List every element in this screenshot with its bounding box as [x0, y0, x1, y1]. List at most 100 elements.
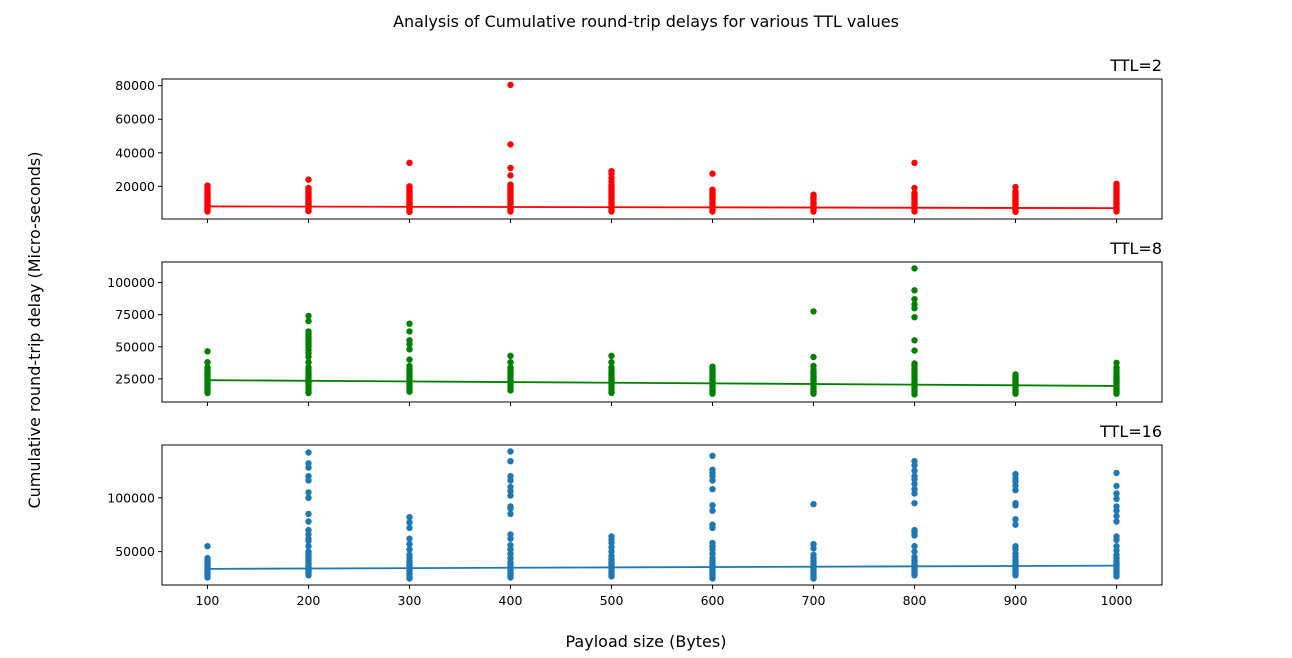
trend-line [207, 379, 1117, 387]
data-point [305, 526, 312, 534]
x-tick-label: 500 [600, 593, 624, 608]
x-tick-label: 300 [398, 593, 422, 608]
data-point [204, 359, 211, 366]
subplot-1: TTL=2 20000 40000 60000 80000 [115, 56, 1163, 223]
axes-frame [161, 261, 1163, 403]
data-point [507, 164, 514, 172]
data-point [507, 542, 514, 549]
data-point [810, 501, 817, 508]
data-point [709, 502, 716, 509]
data-point [1012, 183, 1019, 191]
data-point [1012, 500, 1019, 507]
data-point [204, 348, 211, 355]
subplot-title: TTL=2 [1109, 56, 1162, 75]
data-point [1113, 180, 1120, 187]
data-point [911, 296, 918, 303]
data-point [305, 543, 312, 550]
data-point [305, 518, 312, 525]
data-point [406, 514, 413, 521]
data-point [911, 301, 918, 308]
y-axis-label: Cumulative round-trip delay (Micro-secon… [25, 152, 44, 509]
data-point [911, 337, 918, 344]
x-tick-label: 900 [1004, 593, 1028, 608]
data-point [608, 364, 615, 371]
data-point [1113, 469, 1120, 477]
data-point [608, 168, 615, 175]
data-point [1113, 512, 1120, 520]
subplot-title: TTL=8 [1109, 239, 1162, 258]
data-point [810, 540, 817, 548]
data-point [204, 364, 211, 371]
data-point [911, 467, 918, 474]
data-point [810, 353, 817, 361]
x-tick-label: 200 [297, 593, 321, 608]
trend-line [207, 205, 1117, 210]
data-point [305, 449, 312, 456]
data-point [1012, 543, 1019, 550]
data-point [911, 265, 918, 272]
data-point [305, 460, 312, 467]
data-point [1113, 482, 1120, 490]
y-tick-label: 80000 [115, 78, 155, 93]
data-point [1012, 521, 1019, 528]
data-point [709, 521, 716, 528]
data-point [406, 320, 413, 327]
data-point [507, 172, 514, 179]
data-point [507, 483, 514, 491]
data-point [305, 317, 312, 325]
data-point [608, 359, 615, 366]
data-point [305, 473, 312, 480]
subplot-2: TTL=8 25000 50000 75000 100000 [107, 239, 1163, 406]
data-point [1012, 516, 1019, 523]
data-point [709, 486, 716, 493]
data-point [204, 182, 211, 189]
data-point [305, 510, 312, 518]
data-point [406, 535, 413, 542]
data-point [204, 554, 211, 562]
data-point [305, 328, 312, 335]
data-point [1012, 371, 1019, 378]
data-point [810, 362, 817, 370]
data-point [911, 189, 918, 197]
data-point [507, 352, 514, 359]
data-point [911, 314, 918, 321]
data-point [406, 524, 413, 532]
data-point [305, 184, 312, 192]
data-point [305, 359, 312, 366]
subplot-title: TTL=16 [1099, 422, 1162, 441]
data-point [305, 494, 312, 501]
data-point [911, 486, 918, 493]
data-point [709, 466, 716, 473]
data-point [406, 356, 413, 363]
x-tick-label: 800 [903, 593, 927, 608]
y-tick-label: 60000 [115, 112, 155, 127]
data-point [911, 543, 918, 550]
data-point [406, 328, 413, 335]
subplots: TTL=2 20000 40000 60000 80000 TTL=8 25000 50000… [107, 56, 1163, 608]
data-point [507, 448, 514, 455]
data-points [204, 448, 1120, 582]
x-tick-label: 400 [499, 593, 523, 608]
x-tick-label: 600 [701, 593, 725, 608]
data-point [406, 362, 413, 370]
data-point [305, 312, 312, 320]
data-point [1113, 495, 1120, 502]
data-point [911, 548, 918, 555]
data-point [406, 519, 413, 526]
data-point [507, 510, 514, 518]
data-point [1113, 518, 1120, 525]
data-point [1113, 364, 1120, 371]
data-point [507, 473, 514, 480]
y-tick-label: 25000 [115, 371, 155, 386]
data-point [608, 352, 615, 359]
x-tick-label: 1000 [1101, 593, 1133, 608]
data-point [911, 500, 918, 507]
data-point [709, 170, 716, 177]
data-point [1113, 533, 1120, 540]
y-tick-label: 75000 [115, 307, 155, 322]
data-point [406, 159, 413, 166]
data-point [406, 337, 413, 344]
data-point [709, 186, 716, 193]
data-point [1113, 359, 1120, 366]
data-point [911, 347, 918, 354]
